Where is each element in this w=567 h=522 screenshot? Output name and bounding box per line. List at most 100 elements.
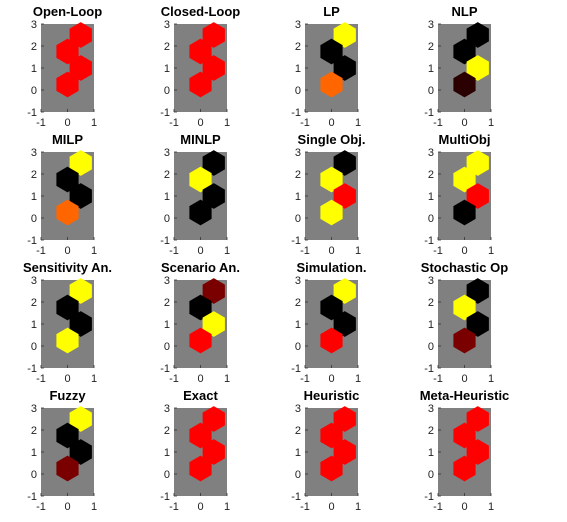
x-tick-label: 1 xyxy=(224,117,230,129)
y-tick-label: -1 xyxy=(27,107,37,119)
hex-cell-0 xyxy=(333,278,356,304)
x-tick-label: 1 xyxy=(355,373,361,385)
y-tick-label: 2 xyxy=(164,297,170,309)
hex-cell-2 xyxy=(333,311,356,337)
x-tick-label: 1 xyxy=(91,373,97,385)
y-tick-label: 0 xyxy=(31,213,37,225)
subplot-title: LP xyxy=(323,4,340,19)
y-tick-label: 0 xyxy=(31,469,37,481)
hex-cell-2 xyxy=(69,55,92,81)
x-tick-label: -1 xyxy=(169,501,179,513)
y-tick-label: 3 xyxy=(295,403,301,415)
y-tick-label: -1 xyxy=(27,235,37,247)
hex-cell-0 xyxy=(333,22,356,48)
x-tick-label: 1 xyxy=(224,501,230,513)
y-tick-label: -1 xyxy=(160,235,170,247)
y-tick-label: 1 xyxy=(428,191,434,203)
hex-cell-1 xyxy=(453,422,476,449)
y-tick-label: 2 xyxy=(31,297,37,309)
y-tick-label: 2 xyxy=(428,425,434,437)
x-tick-label: -1 xyxy=(433,501,443,513)
y-tick-label: 3 xyxy=(31,19,37,31)
y-tick-label: 0 xyxy=(428,341,434,353)
subplot-title: Meta-Heuristic xyxy=(420,388,510,403)
x-tick-label: -1 xyxy=(300,245,310,257)
hex-cell-1 xyxy=(56,422,79,449)
hex-cell-0 xyxy=(333,150,356,176)
hex-cell-3 xyxy=(189,199,212,226)
y-tick-label: 2 xyxy=(295,41,301,53)
y-tick-label: 1 xyxy=(164,319,170,331)
hex-cell-2 xyxy=(333,55,356,81)
x-tick-label: 0 xyxy=(197,501,203,513)
x-tick-label: -1 xyxy=(300,373,310,385)
subplot-title: Closed-Loop xyxy=(161,4,240,19)
hex-cell-0 xyxy=(69,406,92,432)
y-tick-label: -1 xyxy=(424,491,434,503)
y-tick-label: 0 xyxy=(164,85,170,97)
y-tick-label: 0 xyxy=(31,341,37,353)
y-tick-label: 1 xyxy=(31,191,37,203)
subplot-title: Open-Loop xyxy=(33,4,102,19)
x-tick-label: 0 xyxy=(64,117,70,129)
x-tick-label: -1 xyxy=(433,117,443,129)
hex-cell-0 xyxy=(466,406,489,432)
y-tick-label: 1 xyxy=(295,191,301,203)
x-tick-label: 1 xyxy=(224,245,230,257)
subplot-title: Stochastic Op xyxy=(421,260,508,275)
y-tick-label: 2 xyxy=(31,169,37,181)
x-tick-label: -1 xyxy=(169,245,179,257)
x-tick-label: 0 xyxy=(64,501,70,513)
y-tick-label: 2 xyxy=(164,169,170,181)
hex-cell-3 xyxy=(320,327,343,354)
y-tick-label: 1 xyxy=(31,319,37,331)
x-tick-label: -1 xyxy=(169,373,179,385)
x-tick-label: -1 xyxy=(300,117,310,129)
y-tick-label: 2 xyxy=(428,297,434,309)
y-tick-label: 1 xyxy=(295,319,301,331)
x-tick-label: 0 xyxy=(197,117,203,129)
subplot-0: Open-Loop -1 0 1 2 3 -1 0 1 xyxy=(27,4,102,129)
hex-cell-0 xyxy=(202,150,225,176)
y-tick-label: -1 xyxy=(27,363,37,375)
hex-cell-3 xyxy=(56,71,79,98)
subplot-3: NLP -1 0 1 2 3 -1 0 1 xyxy=(424,4,494,129)
hex-cell-1 xyxy=(453,166,476,193)
subplot-10: Simulation. -1 0 1 2 3 -1 0 1 xyxy=(291,260,366,385)
hex-cell-3 xyxy=(453,455,476,482)
hex-cell-2 xyxy=(202,311,225,337)
hex-cell-1 xyxy=(453,294,476,321)
subplot-13: Exact -1 0 1 2 3 -1 0 1 xyxy=(160,388,230,513)
y-tick-label: 2 xyxy=(164,425,170,437)
subplot-title: Simulation. xyxy=(296,260,366,275)
hex-cell-1 xyxy=(320,166,343,193)
hex-cell-2 xyxy=(69,311,92,337)
y-tick-label: 0 xyxy=(31,85,37,97)
hex-cell-2 xyxy=(69,439,92,465)
hex-cell-2 xyxy=(202,55,225,81)
hex-cell-0 xyxy=(333,406,356,432)
y-tick-label: 0 xyxy=(428,469,434,481)
y-tick-label: 0 xyxy=(295,341,301,353)
subplot-title: Fuzzy xyxy=(49,388,86,403)
hex-cell-1 xyxy=(320,38,343,65)
x-tick-label: -1 xyxy=(433,373,443,385)
hex-cell-1 xyxy=(56,166,79,193)
y-tick-label: 2 xyxy=(31,425,37,437)
x-tick-label: 0 xyxy=(328,501,334,513)
hex-cell-2 xyxy=(466,183,489,209)
hex-cell-3 xyxy=(189,71,212,98)
x-tick-label: -1 xyxy=(433,245,443,257)
x-tick-label: 1 xyxy=(355,501,361,513)
subplot-14: Heuristic -1 0 1 2 3 -1 0 1 xyxy=(291,388,361,513)
hex-cell-0 xyxy=(69,150,92,176)
subplot-title: MILP xyxy=(52,132,83,147)
hex-cell-2 xyxy=(466,311,489,337)
hex-cell-3 xyxy=(453,327,476,354)
hex-cell-2 xyxy=(466,439,489,465)
y-tick-label: -1 xyxy=(160,107,170,119)
y-tick-label: 1 xyxy=(295,63,301,75)
y-tick-label: -1 xyxy=(291,363,301,375)
x-tick-label: 0 xyxy=(328,245,334,257)
